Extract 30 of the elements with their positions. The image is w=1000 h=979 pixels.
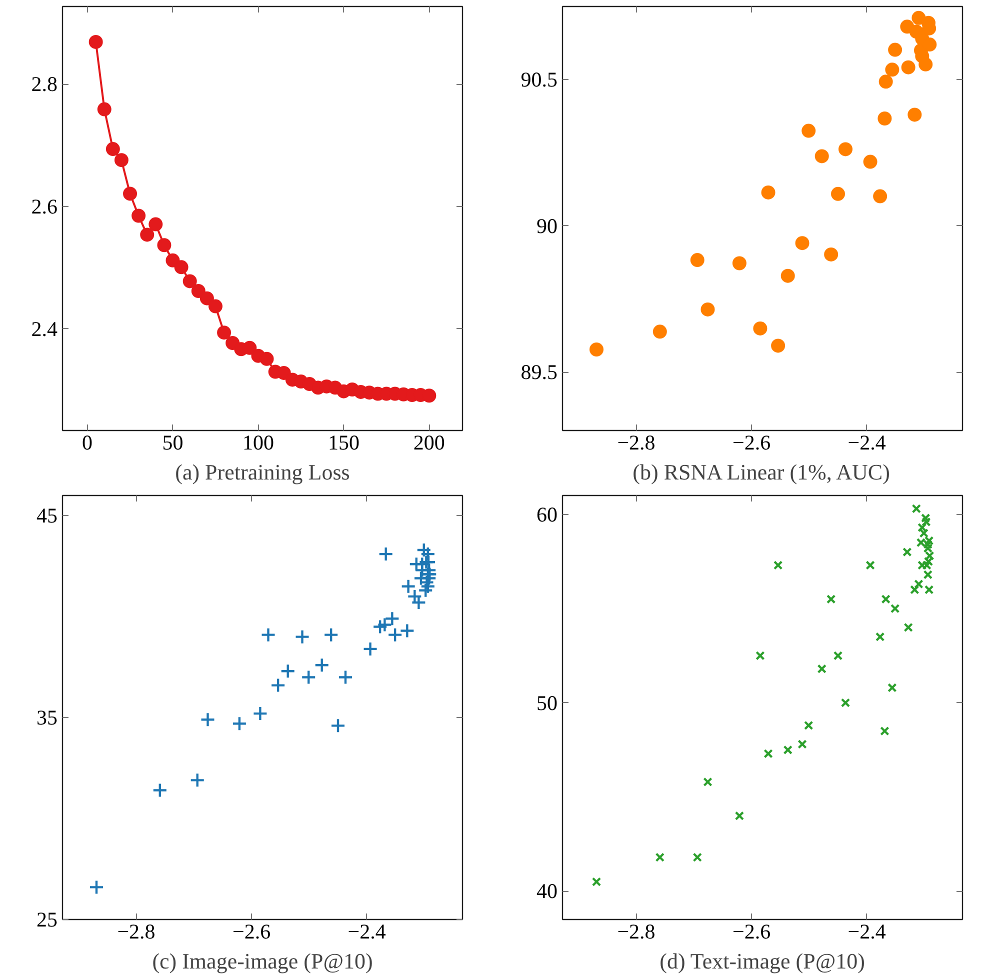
text: (c) Image-image (P@10)	[152, 948, 373, 974]
y-tick-label: 89.5	[520, 360, 558, 384]
text: (a) Pretraining Loss	[175, 460, 350, 484]
x-tick-label: −2.6	[732, 920, 771, 944]
y-tick-label: 50	[536, 690, 558, 715]
y-tick-label: 90	[536, 214, 558, 238]
x-tick-label: 150	[328, 430, 360, 454]
y-tick-label: 90.5	[520, 68, 558, 92]
text: (b) RSNA Linear (1%, AUC)	[632, 460, 890, 484]
y-tick-label: 2.8	[31, 72, 58, 96]
y-tick-label: 25	[36, 908, 58, 932]
x-tick-label: 200	[413, 430, 445, 454]
x-tick-label: −2.4	[348, 920, 386, 944]
x-tick-label: 50	[162, 430, 184, 454]
y-tick-label: 45	[36, 504, 58, 528]
y-tick-label: 2.6	[31, 194, 58, 219]
x-tick-label: −2.8	[617, 920, 656, 944]
y-tick-label: 35	[36, 706, 58, 730]
x-tick-label: 0	[82, 430, 93, 454]
x-tick-label: −2.6	[232, 920, 271, 944]
text: (d) Text-image (P@10)	[660, 948, 865, 974]
x-tick-label: −2.6	[732, 430, 771, 454]
y-tick-label: 2.4	[31, 316, 58, 341]
x-tick-label: −2.8	[617, 430, 656, 454]
x-tick-label: −2.8	[117, 920, 156, 944]
y-tick-label: 40	[536, 879, 558, 904]
x-tick-label: −2.4	[848, 430, 886, 454]
y-tick-label: 60	[536, 502, 558, 526]
x-tick-label: 100	[242, 430, 274, 454]
x-tick-label: −2.4	[848, 920, 886, 944]
